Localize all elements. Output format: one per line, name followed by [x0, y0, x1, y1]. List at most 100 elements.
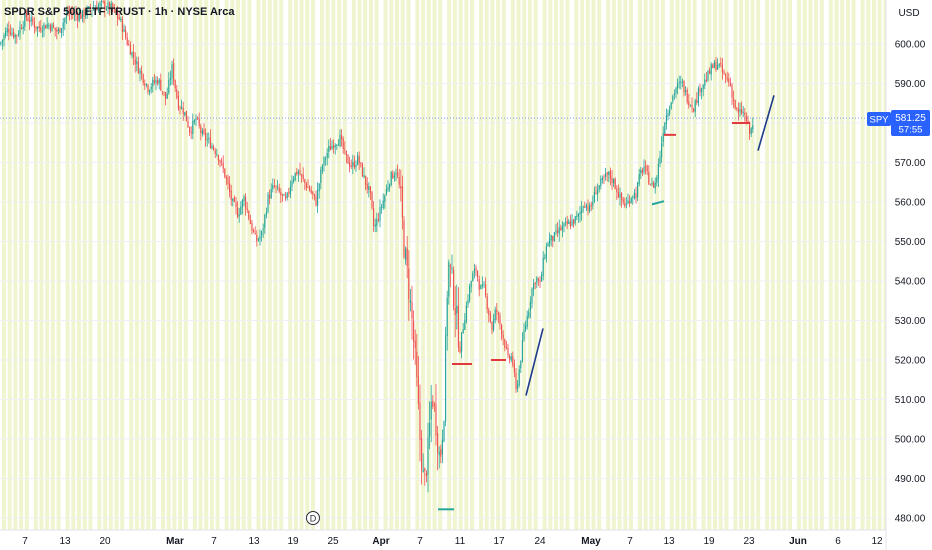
session-column: [617, 0, 622, 530]
candle-body: [707, 70, 709, 81]
candle-body: [38, 25, 40, 29]
candle-body: [688, 101, 690, 106]
candle-body: [536, 277, 538, 283]
candle-body: [259, 236, 261, 240]
candle-body: [515, 372, 517, 389]
candle-body: [83, 9, 85, 17]
candle-body: [517, 384, 519, 390]
candle-body: [577, 213, 579, 217]
session-column: [877, 0, 882, 530]
candle-body: [30, 17, 32, 22]
session-column: [744, 0, 749, 530]
candle-body: [549, 239, 551, 245]
price-scale[interactable]: [886, 0, 932, 550]
candle-body: [254, 233, 256, 235]
candle-body: [11, 32, 13, 35]
candle-body: [237, 207, 239, 218]
candle-body: [257, 239, 259, 241]
candle-body: [137, 61, 139, 74]
candle-body: [485, 284, 487, 296]
session-column: [623, 0, 628, 530]
session-column: [591, 0, 596, 530]
candle-body: [512, 356, 514, 365]
candle-body: [371, 192, 373, 208]
candle-body: [638, 173, 640, 185]
candle-body: [581, 208, 583, 213]
candle-body: [184, 112, 186, 116]
time-tick-label: 23: [743, 536, 755, 547]
time-tick-label: 13: [663, 536, 675, 547]
session-column: [782, 0, 787, 530]
candle-body: [566, 221, 568, 225]
candle-body: [46, 24, 48, 28]
candle-body: [275, 185, 277, 187]
candle-body: [395, 173, 397, 175]
candle-body: [261, 231, 263, 236]
candle-body: [470, 281, 472, 288]
candle-body: [742, 112, 744, 114]
candle-body: [102, 0, 104, 2]
candle-body: [99, 2, 101, 6]
session-column: [701, 0, 706, 530]
candle-body: [403, 220, 405, 258]
candle-body: [232, 198, 234, 202]
candle-body: [413, 321, 415, 342]
candle-body: [193, 120, 195, 123]
session-column: [400, 0, 405, 530]
currency-label[interactable]: USD: [898, 8, 919, 19]
candle-body: [667, 113, 669, 117]
candle-body: [606, 172, 608, 175]
session-column: [724, 0, 729, 530]
candle-body: [91, 10, 93, 11]
candle-body: [481, 283, 483, 286]
session-column: [828, 0, 833, 530]
candle-body: [182, 107, 184, 114]
candle-body: [737, 108, 739, 113]
price-tick-label: 520.00: [895, 356, 926, 367]
candle-body: [253, 230, 255, 233]
symbol-tag-bg: [867, 112, 891, 126]
candle-body: [278, 187, 280, 192]
last-price-tag: SPY 581.25 57:55: [867, 110, 930, 136]
candle-body: [665, 115, 667, 124]
session-column: [114, 0, 119, 530]
dividend-marker-circle[interactable]: [306, 511, 320, 525]
candle-body: [675, 87, 677, 94]
candle-body: [729, 83, 731, 86]
time-tick-label: 7: [627, 536, 633, 547]
candle-body: [269, 194, 271, 199]
candle-body: [163, 91, 165, 93]
candlestick-series[interactable]: [0, 0, 754, 493]
candle-body: [166, 93, 168, 99]
candle-body: [601, 177, 603, 180]
candle-body: [310, 190, 312, 193]
candle-body: [534, 282, 536, 284]
candle-body: [392, 172, 394, 179]
candle-body: [267, 194, 269, 213]
candle-body: [363, 175, 365, 178]
drawing-annotations[interactable]: [438, 95, 775, 511]
candle-body: [717, 65, 719, 70]
candle-body: [169, 78, 171, 81]
candle-body: [640, 170, 642, 174]
session-column: [342, 0, 347, 530]
candle-body: [625, 203, 627, 205]
candle-body: [424, 468, 426, 471]
session-column: [129, 0, 134, 530]
candle-body: [77, 15, 79, 21]
session-column: [7, 0, 12, 530]
candle-body: [480, 285, 482, 290]
candle-body: [648, 172, 650, 185]
candle-body: [118, 17, 120, 20]
candle-body: [531, 288, 533, 304]
candle-body: [25, 13, 27, 18]
candle-body: [129, 45, 131, 55]
candle-body: [161, 91, 163, 92]
dividend-marker[interactable]: D: [306, 511, 320, 525]
candle-body: [541, 274, 543, 282]
candle-body: [333, 145, 335, 149]
candle-body: [123, 28, 125, 32]
session-column: [82, 0, 87, 530]
session-column: [146, 0, 151, 530]
